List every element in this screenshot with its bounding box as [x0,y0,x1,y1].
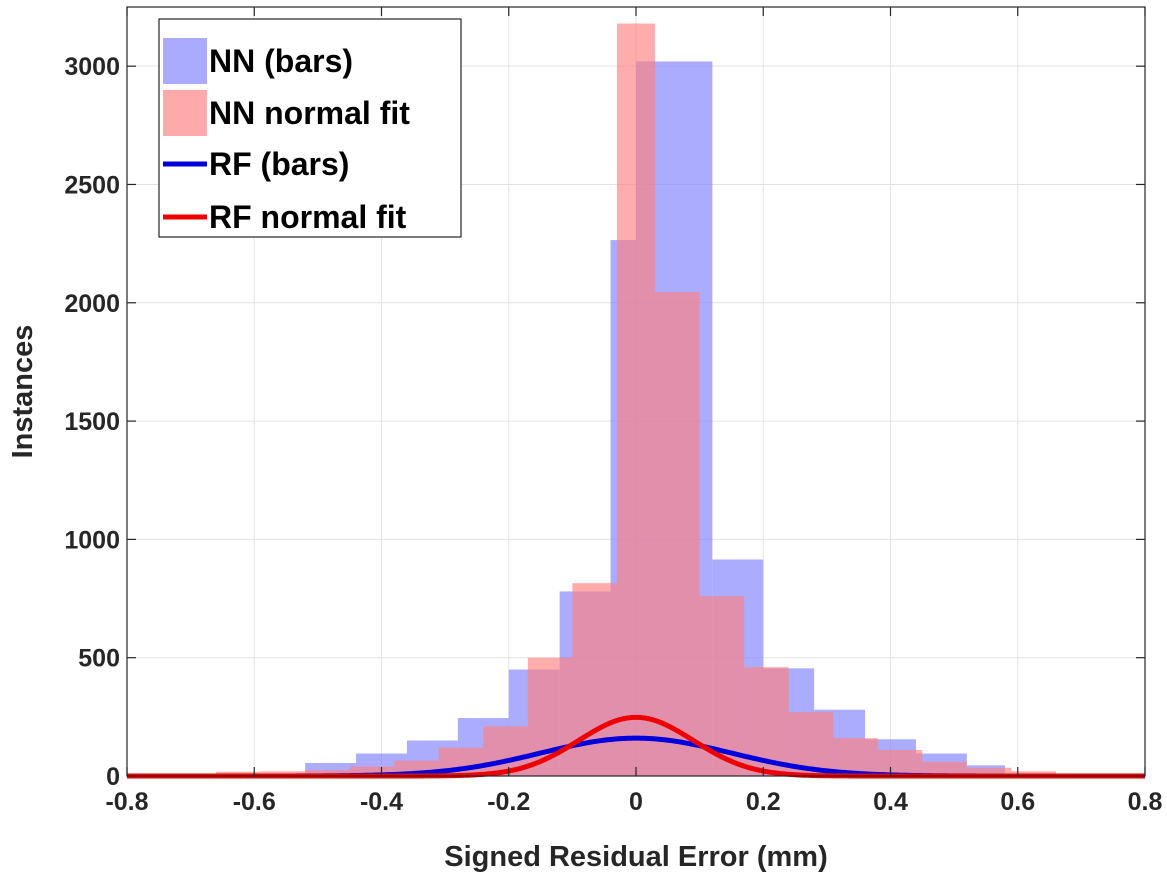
bar-series1-16 [922,761,967,776]
bar-series1-15 [877,749,923,776]
x-tick-label-3: -0.2 [487,788,530,816]
x-tick-label-0: -0.8 [105,788,148,816]
legend: NN (bars) NN normal fit RF (bars) RF normal… [158,18,462,238]
x-tick-label-8: 0.8 [1128,788,1163,816]
legend-swatch-nn-normal-fit [163,90,207,136]
x-tick-label-6: 0.4 [873,788,908,816]
bar-series1-10 [655,292,700,776]
x-axis-label: Signed Residual Error (mm) [444,841,828,873]
legend-label-nn-normal-fit: NN normal fit [209,95,410,131]
bar-series1-14 [833,738,878,776]
bar-series1-8 [572,583,617,776]
y-tick-label-6: 3000 [64,53,120,81]
legend-label-nn-bars: NN (bars) [209,43,353,79]
x-tick-label-1: -0.6 [233,788,276,816]
y-tick-label-0: 0 [106,763,120,791]
y-tick-label-2: 1000 [64,526,120,554]
y-axis-label: Instances [7,325,39,459]
bar-series1-2 [305,770,350,776]
x-tick-label-5: 0.2 [746,788,781,816]
y-tick-label-1: 500 [78,645,120,673]
bar-series1-9 [616,23,656,777]
x-tick-label-7: 0.6 [1000,788,1035,816]
histogram-bars [216,23,1056,777]
legend-label-rf-normal-fit: RF normal fit [209,199,407,235]
legend-label-rf-bars: RF (bars) [209,146,349,182]
y-tick-label-3: 1500 [64,408,120,436]
y-tick-label-5: 2500 [64,171,120,199]
legend-box [158,18,462,238]
y-tick-label-4: 2000 [64,290,120,318]
bar-series1-17 [966,767,1012,776]
x-tick-label-4: 0 [629,788,643,816]
x-tick-label-2: -0.4 [360,788,403,816]
bar-series1-3 [349,766,395,776]
legend-swatch-nn-bars [163,38,207,84]
axis-ticks: -0.8 -0.6 -0.4 -0.2 0 0.2 0.4 0.6 0.8 0 500 1000 150… [64,7,1162,816]
